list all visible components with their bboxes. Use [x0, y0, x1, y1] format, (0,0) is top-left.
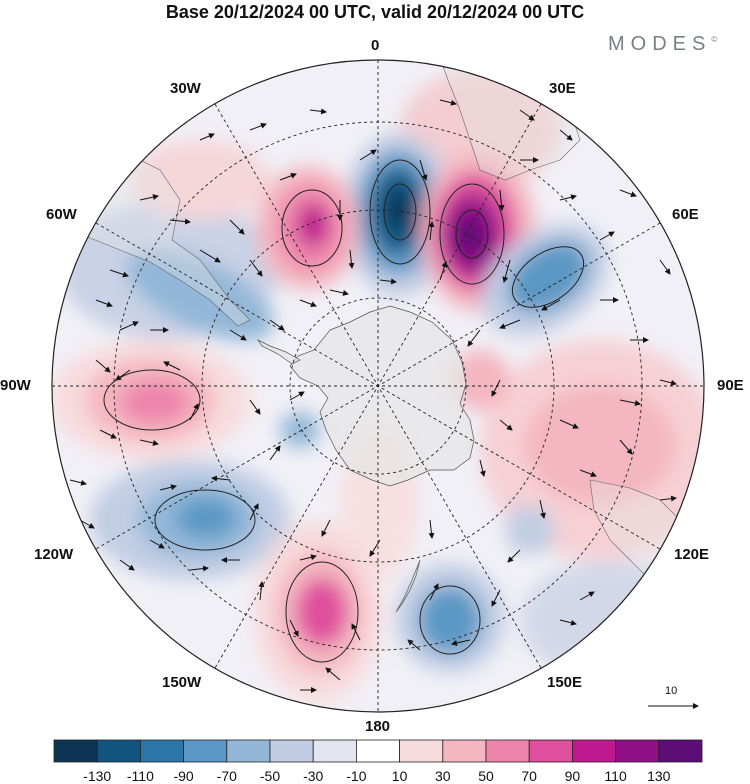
- antarctic-peninsula: [256, 339, 301, 365]
- colorbar-swatch: [53, 739, 98, 763]
- colorbar-swatch: [226, 739, 271, 763]
- colorbar-swatch: [139, 739, 184, 763]
- lon-label-150e: 150E: [547, 674, 583, 691]
- colorbar-swatch: [658, 739, 703, 763]
- colorbar-swatch: [312, 739, 357, 763]
- colorbar-tick-label: 90: [564, 768, 581, 784]
- contour-lines: [103, 159, 585, 663]
- map-title: Base 20/12/2024 00 UTC, valid 20/12/2024…: [165, 2, 585, 22]
- map-disc: [52, 60, 704, 712]
- colorbar-tick-label: 30: [435, 768, 451, 784]
- colorbar-tick-label: 50: [478, 768, 494, 784]
- colorbar-tick-label: 70: [521, 768, 537, 784]
- colorbar-tick-label: -70: [216, 768, 237, 784]
- colorbar-tick-label: 130: [647, 768, 671, 784]
- wind-vectors: [69, 99, 677, 693]
- lon-label-60w: 60W: [46, 206, 77, 223]
- lon-label-180: 180: [365, 718, 391, 735]
- colorbar-swatch: [442, 739, 487, 763]
- colorbar: [53, 739, 703, 763]
- pos-anomaly-105e: [525, 385, 675, 505]
- antarctica-landmass: [289, 305, 475, 487]
- colorbar-swatch: [183, 739, 228, 763]
- neg-anomaly-115w: [90, 460, 290, 580]
- lon-label-60e: 60E: [672, 206, 699, 223]
- neg-anomaly-60w: [126, 249, 274, 341]
- colorbar-tick-label: -30: [303, 768, 324, 784]
- lon-label-150w: 150W: [162, 674, 202, 691]
- colorbar-swatch: [355, 739, 400, 763]
- lon-label-30e: 30E: [549, 80, 576, 97]
- colorbar-tick-label: 10: [391, 768, 408, 784]
- colorbar-swatch: [269, 739, 314, 763]
- vector-scale-label: 10: [665, 685, 678, 697]
- colorbar-swatch: [399, 739, 444, 763]
- pos-anomaly-160w: [253, 522, 383, 702]
- colorbar-tick-label: -10: [346, 768, 367, 784]
- colorbar-swatch: [572, 739, 617, 763]
- neg-anomaly-155e: [395, 563, 505, 673]
- colorbar-tick-label: -110: [126, 768, 154, 784]
- lon-label-120e: 120E: [674, 546, 710, 563]
- lon-label-90w: 90W: [0, 377, 31, 394]
- lon-label-0: 0: [371, 37, 380, 54]
- colorbar-swatch: [615, 739, 660, 763]
- pos-anomaly-25w: [256, 166, 360, 290]
- colorbar-swatch: [485, 739, 530, 763]
- modes-logo: MODES©: [608, 33, 717, 56]
- colorbar-tick-label: 110: [604, 768, 627, 784]
- lon-label-120w: 120W: [34, 546, 74, 563]
- colorbar-tick-label: -130: [83, 768, 112, 784]
- copyright-mark: ©: [711, 35, 718, 44]
- brand-name: MODES: [608, 33, 712, 55]
- colorbar-swatch: [528, 739, 573, 763]
- meridians: [52, 60, 704, 712]
- colorbar-swatch: [96, 739, 141, 763]
- colorbar-tick-label: -50: [259, 768, 281, 784]
- colorbar-tick-label: -90: [173, 768, 194, 784]
- lon-label-30w: 30W: [170, 80, 201, 97]
- new-zealand-coast: [395, 559, 421, 613]
- map-border: [51, 59, 705, 713]
- lon-label-90e: 90E: [717, 377, 744, 394]
